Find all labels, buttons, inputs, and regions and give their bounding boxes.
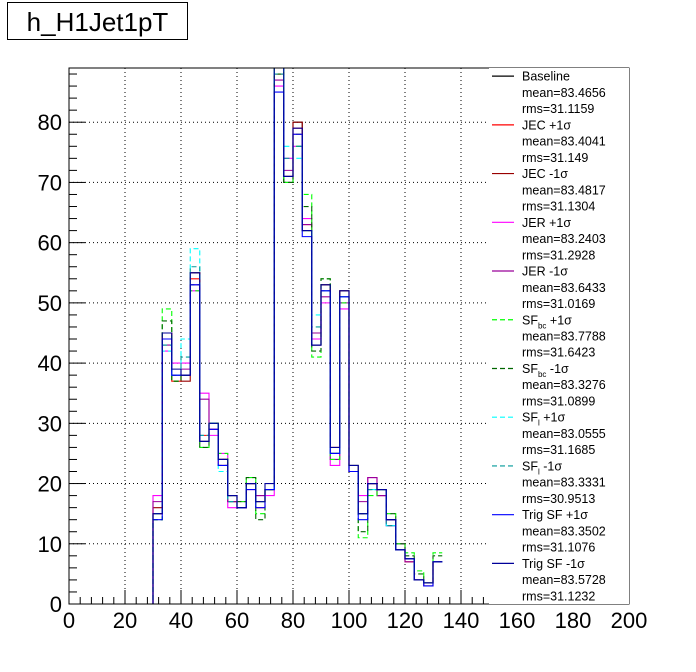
x-tick-label: 140: [443, 608, 480, 633]
legend-entry-label: SFbc -1σ: [522, 362, 569, 379]
series-line-11: [69, 67, 443, 605]
y-tick-label: 70: [38, 170, 62, 195]
legend-entry-rms: rms=31.1304: [522, 200, 595, 214]
axes: 0 20 40 60 80 100 120 140 160 180 200 0 10 20 30 40 50 60…: [38, 73, 648, 633]
legend-entry-mean: mean=83.7788: [522, 330, 606, 344]
legend-entry-rms: rms=31.1685: [522, 443, 595, 457]
y-tick-label: 20: [38, 472, 62, 497]
x-tick-label: 80: [281, 608, 305, 633]
legend-entry-label: SFbc +1σ: [522, 313, 572, 330]
series-line-4: [69, 85, 443, 605]
legend-entry-label: SFl -1σ: [522, 459, 562, 476]
legend-entry-rms: rms=31.2928: [522, 248, 595, 262]
legend-entry-rms: rms=30.9513: [522, 492, 595, 506]
y-tick-label: 50: [38, 291, 62, 316]
x-tick-label: 20: [113, 608, 137, 633]
legend-entry-rms: rms=31.6423: [522, 346, 595, 360]
legend-entry-rms: rms=31.0899: [522, 394, 595, 408]
x-tick-label: 120: [387, 608, 424, 633]
legend-entry-label: JEC +1σ: [522, 118, 571, 132]
legend-entry-mean: mean=83.5728: [522, 573, 606, 587]
legend-entry-mean: mean=83.0555: [522, 427, 606, 441]
legend-entry-label: JEC -1σ: [522, 167, 568, 181]
legend-entry-mean: mean=83.3502: [522, 524, 606, 538]
chart-title-box: h_H1Jet1pT: [7, 2, 188, 40]
legend-entry-mean: mean=83.3331: [522, 476, 606, 490]
legend-entry-mean: mean=83.4817: [522, 183, 606, 197]
legend-entry-rms: rms=31.1076: [522, 541, 595, 555]
x-tick-label: 100: [331, 608, 368, 633]
legend-entry-rms: rms=31.0169: [522, 297, 595, 311]
legend-entry-label: SFl +1σ: [522, 411, 565, 428]
y-tick-label: 0: [50, 592, 62, 617]
legend-entry-rms: rms=31.1232: [522, 589, 595, 603]
y-tick-label: 30: [38, 411, 62, 436]
x-tick-label: 200: [611, 608, 648, 633]
y-tick-label: 60: [38, 231, 62, 256]
legend-entry-label: Baseline: [522, 70, 570, 84]
chart-title: h_H1Jet1pT: [26, 7, 169, 37]
x-tick-label: 40: [169, 608, 193, 633]
legend-entry-mean: mean=83.6433: [522, 281, 606, 295]
legend-entry-mean: mean=83.2403: [522, 232, 606, 246]
x-tick-label: 160: [499, 608, 536, 633]
legend-entry-mean: mean=83.4041: [522, 135, 606, 149]
x-tick-label: 180: [555, 608, 592, 633]
legend-entry-label: Trig SF +1σ: [522, 508, 588, 522]
x-tick-label: 60: [225, 608, 249, 633]
legend-entry-mean: mean=83.3276: [522, 378, 606, 392]
x-tick-label: 0: [63, 608, 75, 633]
legend-entry-rms: rms=31.149: [522, 151, 588, 165]
y-tick-label: 10: [38, 532, 62, 557]
legend-entry-mean: mean=83.4656: [522, 86, 606, 100]
legend-entry-label: Trig SF -1σ: [522, 557, 585, 571]
legend-entry-label: JER -1σ: [522, 265, 568, 279]
legend-entry-label: JER +1σ: [522, 216, 571, 230]
legend-entry-rms: rms=31.1159: [522, 102, 594, 116]
legend: Baseline mean=83.4656 rms=31.1159 JEC +1σ me…: [489, 68, 629, 604]
y-tick-label: 80: [38, 110, 62, 135]
y-tick-label: 40: [38, 351, 62, 376]
